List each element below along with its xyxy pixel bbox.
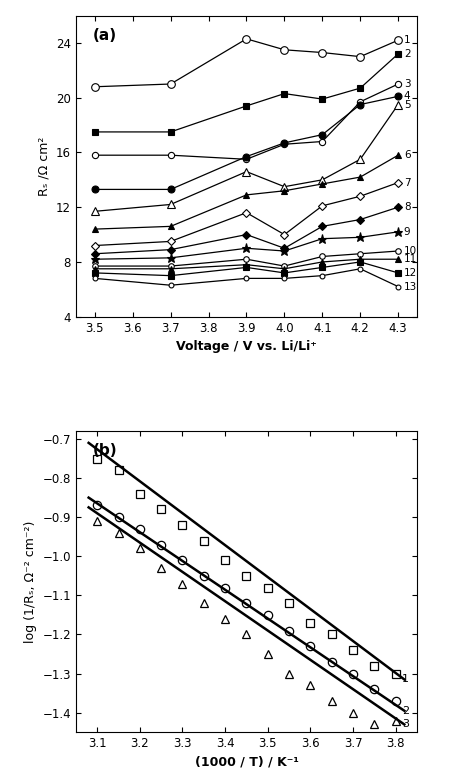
Text: 4: 4 xyxy=(404,91,410,101)
Text: 10: 10 xyxy=(404,246,417,256)
Y-axis label: Rₛ /Ω cm²: Rₛ /Ω cm² xyxy=(37,136,50,196)
Text: 2: 2 xyxy=(402,706,410,716)
Text: 8: 8 xyxy=(404,203,410,212)
X-axis label: (1000 / T) / K⁻¹: (1000 / T) / K⁻¹ xyxy=(194,756,299,769)
Text: 6: 6 xyxy=(404,150,410,160)
Text: 13: 13 xyxy=(404,281,417,291)
Text: 2: 2 xyxy=(404,49,410,59)
Text: 1: 1 xyxy=(404,35,410,45)
Text: (a): (a) xyxy=(93,27,117,43)
Text: 12: 12 xyxy=(404,268,417,278)
Text: 9: 9 xyxy=(404,227,410,237)
Text: (b): (b) xyxy=(93,443,118,458)
Y-axis label: log (1/Rₛ, Ω⁻² cm⁻²): log (1/Rₛ, Ω⁻² cm⁻²) xyxy=(24,520,37,643)
X-axis label: Voltage / V vs. Li/Li⁺: Voltage / V vs. Li/Li⁺ xyxy=(176,340,317,353)
Text: 3: 3 xyxy=(402,720,409,729)
Text: 7: 7 xyxy=(404,178,410,188)
Text: 5: 5 xyxy=(404,100,410,110)
Text: 1: 1 xyxy=(402,675,409,685)
Text: 3: 3 xyxy=(404,79,410,89)
Text: 11: 11 xyxy=(404,254,417,264)
